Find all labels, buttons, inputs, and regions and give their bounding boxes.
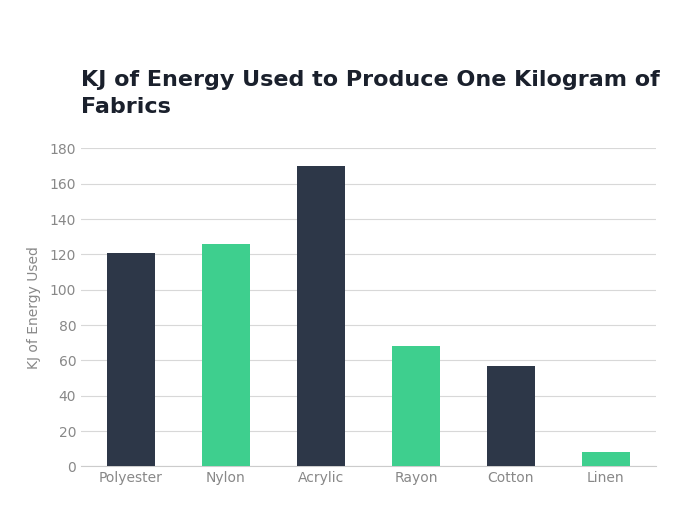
Y-axis label: KJ of Energy Used: KJ of Energy Used	[28, 246, 41, 369]
Bar	[487, 366, 535, 466]
Text: KJ of Energy Used to Produce One Kilogram of
Fabrics: KJ of Energy Used to Produce One Kilogra…	[81, 70, 660, 117]
Bar	[107, 253, 155, 466]
Bar	[297, 166, 345, 466]
Bar	[392, 346, 439, 466]
Bar	[582, 452, 629, 466]
Bar	[202, 244, 249, 466]
